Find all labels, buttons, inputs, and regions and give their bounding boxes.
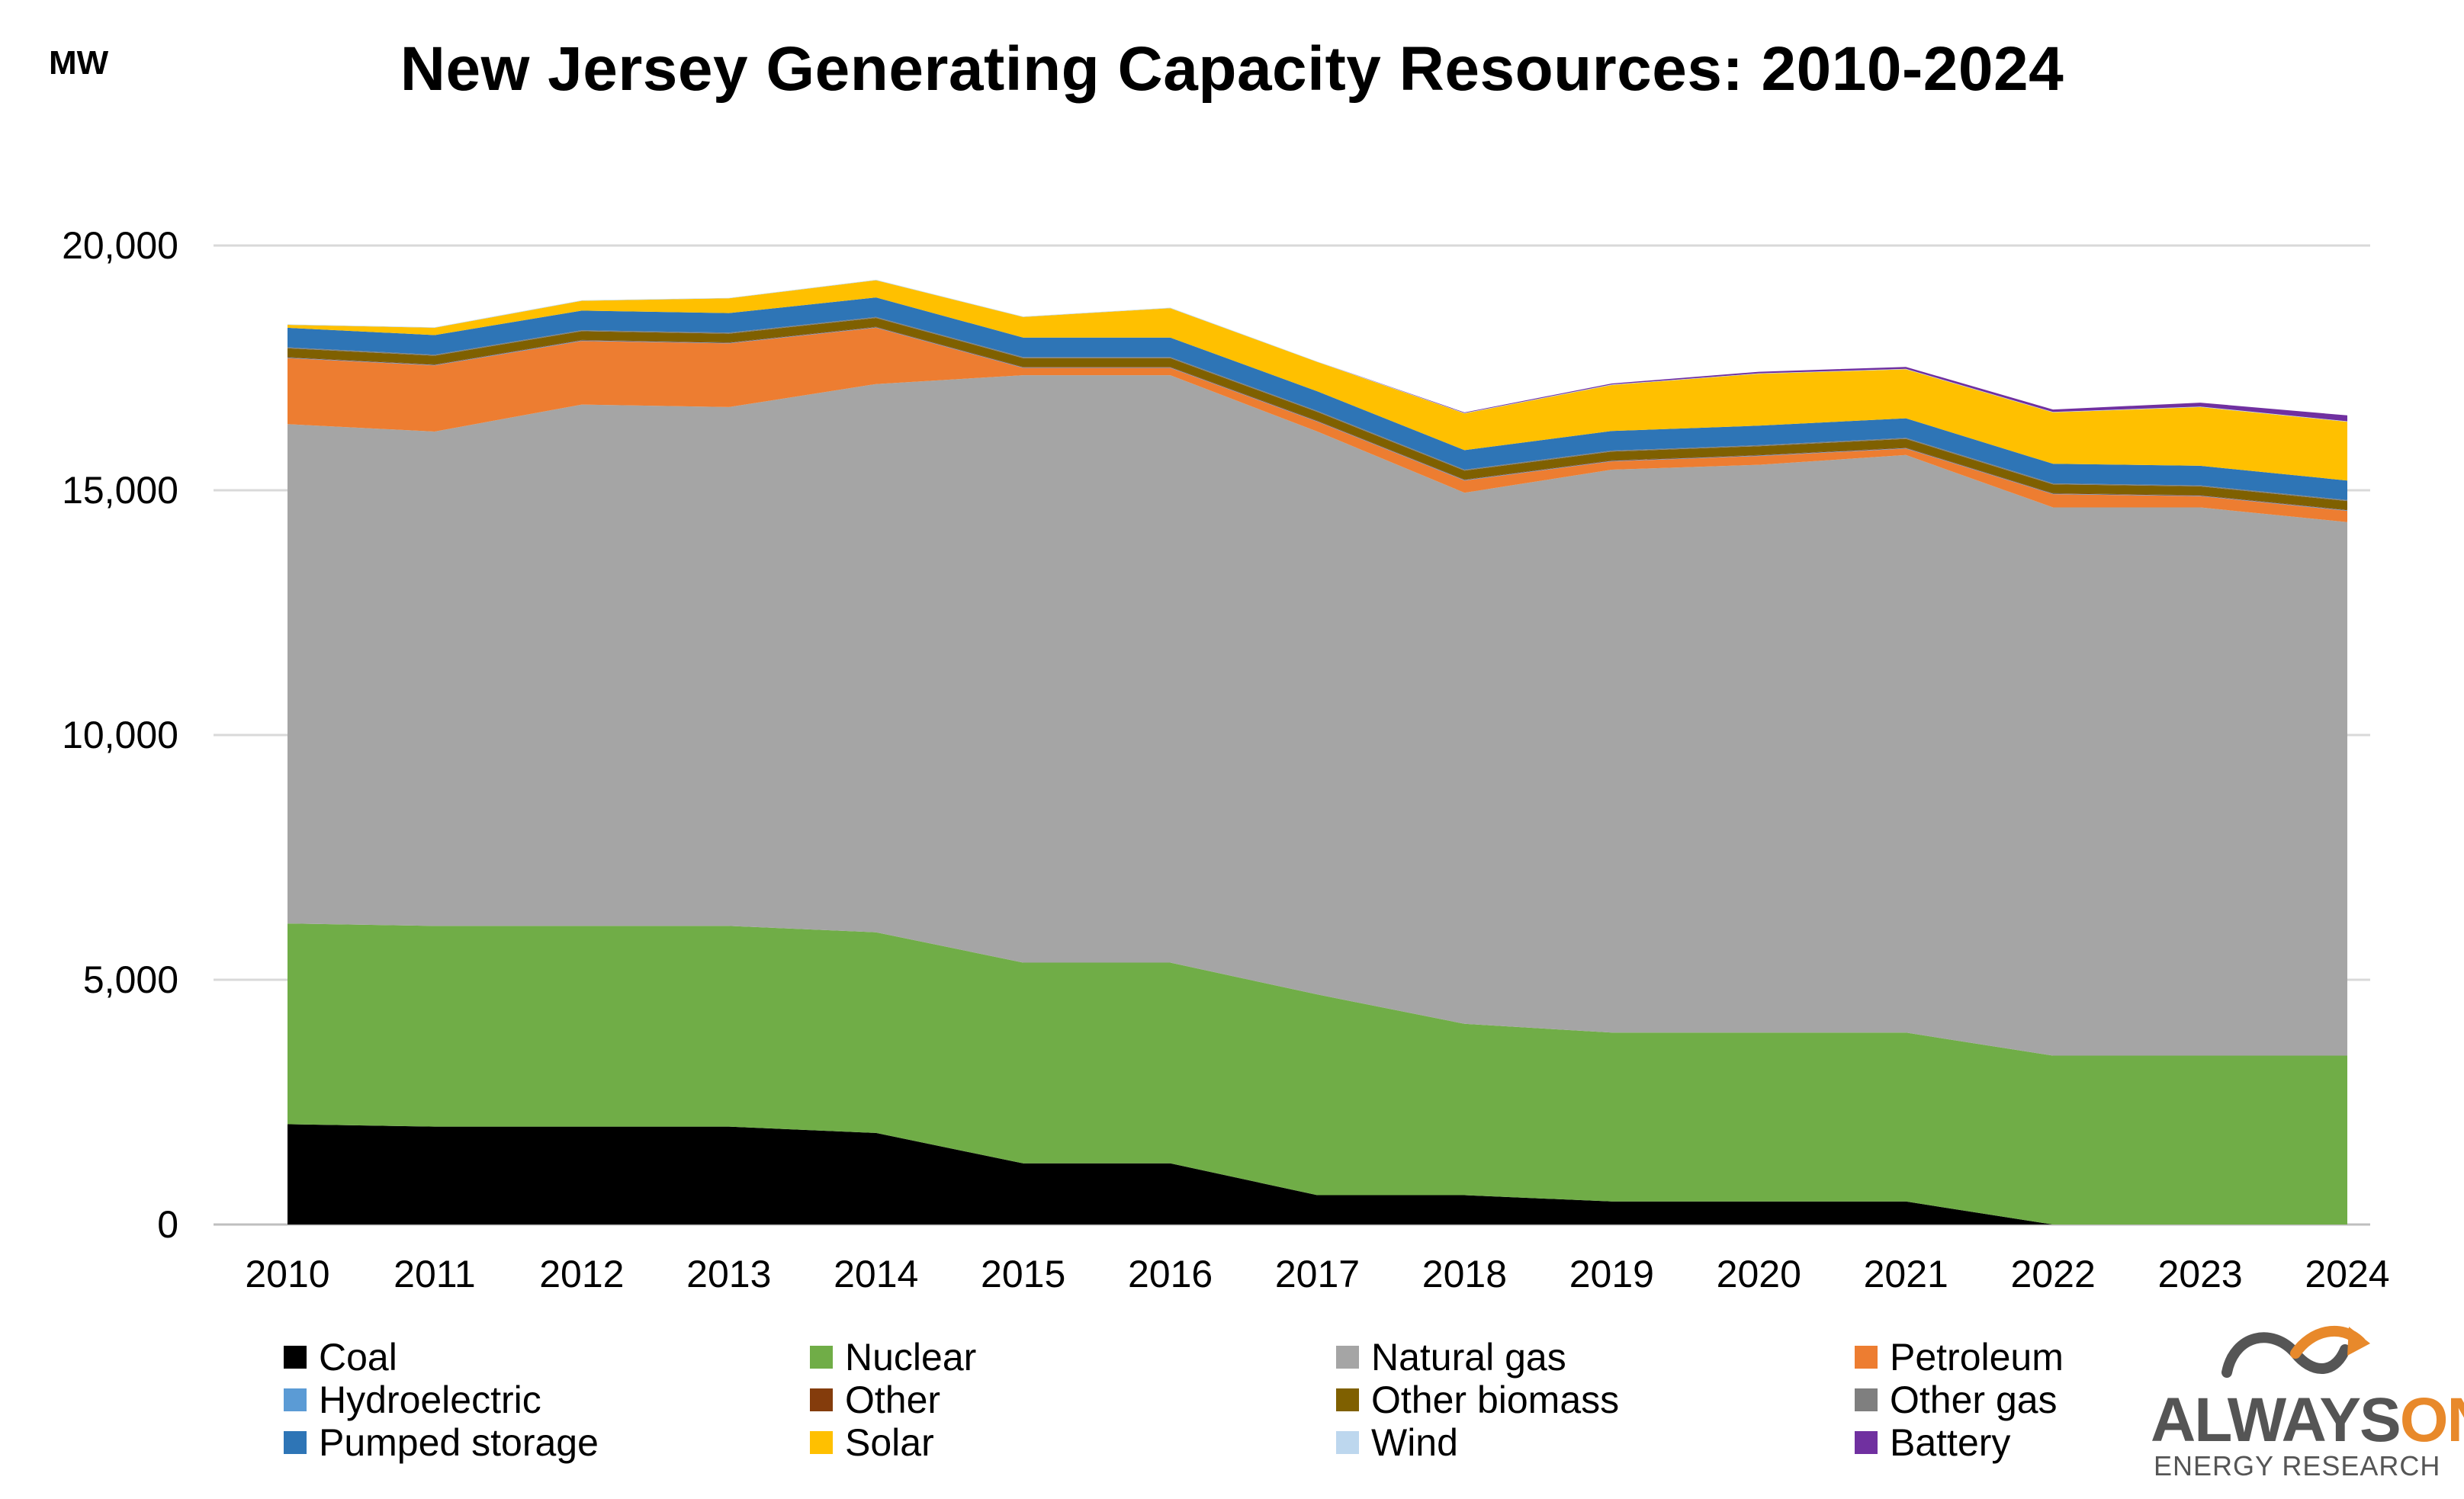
alwayson-logo: ALWAYSON ENERGY RESEARCH bbox=[2151, 1319, 2464, 1481]
area-other-biomass bbox=[288, 318, 2347, 510]
legend-label: Battery bbox=[1890, 1421, 2011, 1464]
area-nuclear bbox=[288, 923, 2347, 1225]
series-areas bbox=[288, 279, 2347, 1225]
legend-item-hydroelectric: Hydroelectric bbox=[284, 1379, 541, 1421]
legend-item-pumped-storage: Pumped storage bbox=[284, 1421, 599, 1464]
area-pumped-storage bbox=[288, 297, 2347, 500]
legend-label: Pumped storage bbox=[319, 1421, 599, 1464]
legend-item-petroleum: Petroleum bbox=[1855, 1336, 2064, 1379]
area-petroleum bbox=[288, 327, 2347, 522]
legend-swatch bbox=[810, 1346, 833, 1369]
legend-label: Other gas bbox=[1890, 1379, 2058, 1421]
y-tick-label: 5,000 bbox=[83, 958, 178, 1001]
legend-label: Other biomass bbox=[1371, 1379, 1620, 1421]
legend-swatch bbox=[810, 1431, 833, 1454]
legend-item-other-biomass: Other biomass bbox=[1336, 1379, 1619, 1421]
logo-wordmark: ALWAYSON bbox=[2151, 1389, 2464, 1452]
legend-swatch bbox=[1336, 1346, 1359, 1369]
x-tick-label: 2022 bbox=[2011, 1253, 2096, 1295]
x-tick-label: 2010 bbox=[245, 1253, 329, 1295]
legend-item-battery: Battery bbox=[1855, 1421, 2010, 1464]
x-tick-label: 2024 bbox=[2305, 1253, 2389, 1295]
legend-label: Wind bbox=[1371, 1421, 1458, 1464]
logo-word-on: ON bbox=[2399, 1385, 2464, 1455]
y-tick-label: 10,000 bbox=[62, 714, 178, 756]
legend-swatch bbox=[284, 1431, 307, 1454]
legend-label: Nuclear bbox=[845, 1336, 977, 1379]
y-tick-label: 15,000 bbox=[62, 469, 178, 512]
x-tick-label: 2015 bbox=[981, 1253, 1065, 1295]
x-tick-label: 2021 bbox=[1864, 1253, 1948, 1295]
legend-swatch bbox=[810, 1388, 833, 1411]
legend-swatch bbox=[1855, 1388, 1878, 1411]
legend-label: Hydroelectric bbox=[319, 1379, 541, 1421]
x-tick-label: 2018 bbox=[1422, 1253, 1507, 1295]
legend-item-solar: Solar bbox=[810, 1421, 934, 1464]
y-axis-unit-label: MW bbox=[49, 44, 109, 82]
x-tick-label: 2016 bbox=[1128, 1253, 1213, 1295]
legend-swatch bbox=[1336, 1431, 1359, 1454]
legend-swatch bbox=[1336, 1388, 1359, 1411]
chart-title: New Jersey Generating Capacity Resources… bbox=[400, 34, 2064, 104]
area-coal bbox=[288, 1124, 2347, 1225]
legend-item-wind: Wind bbox=[1336, 1421, 1458, 1464]
x-tick-label: 2020 bbox=[1717, 1253, 1801, 1295]
logo-word-always: ALWAYS bbox=[2151, 1385, 2401, 1455]
legend-label: Coal bbox=[319, 1336, 397, 1379]
legend-swatch bbox=[1855, 1431, 1878, 1454]
legend-item-coal: Coal bbox=[284, 1336, 397, 1379]
logo-swirl-icon bbox=[2221, 1325, 2370, 1378]
x-tick-label: 2011 bbox=[394, 1253, 476, 1295]
legend-label: Natural gas bbox=[1371, 1336, 1566, 1379]
x-tick-label: 2013 bbox=[686, 1253, 771, 1295]
legend-swatch bbox=[284, 1388, 307, 1411]
legend-label: Solar bbox=[845, 1421, 934, 1464]
area-solar bbox=[288, 280, 2347, 481]
x-tick-label: 2012 bbox=[539, 1253, 624, 1295]
legend: Coal Nuclear Natural gas Petroleum Hydroelec… bbox=[284, 1336, 2129, 1481]
legend-swatch bbox=[1855, 1346, 1878, 1369]
x-tick-label: 2014 bbox=[834, 1253, 918, 1295]
area-natural-gas bbox=[288, 375, 2347, 1056]
legend-item-other-gas: Other gas bbox=[1855, 1379, 2058, 1421]
axes: 0 5,000 10,000 15,000 20,000 2010 2011 2012 2013… bbox=[62, 224, 2390, 1295]
x-tick-label: 2019 bbox=[1569, 1253, 1654, 1295]
legend-item-nuclear: Nuclear bbox=[810, 1336, 976, 1379]
legend-label: Other bbox=[845, 1379, 941, 1421]
legend-item-other: Other bbox=[810, 1379, 940, 1421]
logo-subtitle: ENERGY RESEARCH bbox=[2154, 1450, 2441, 1481]
x-tick-label: 2023 bbox=[2157, 1253, 2242, 1295]
y-tick-label: 20,000 bbox=[62, 224, 178, 267]
legend-label: Petroleum bbox=[1890, 1336, 2064, 1379]
area-battery bbox=[288, 279, 2347, 422]
x-tick-label: 2017 bbox=[1275, 1253, 1360, 1295]
legend-swatch bbox=[284, 1346, 307, 1369]
legend-item-natural-gas: Natural gas bbox=[1336, 1336, 1566, 1379]
y-tick-label: 0 bbox=[157, 1203, 178, 1246]
